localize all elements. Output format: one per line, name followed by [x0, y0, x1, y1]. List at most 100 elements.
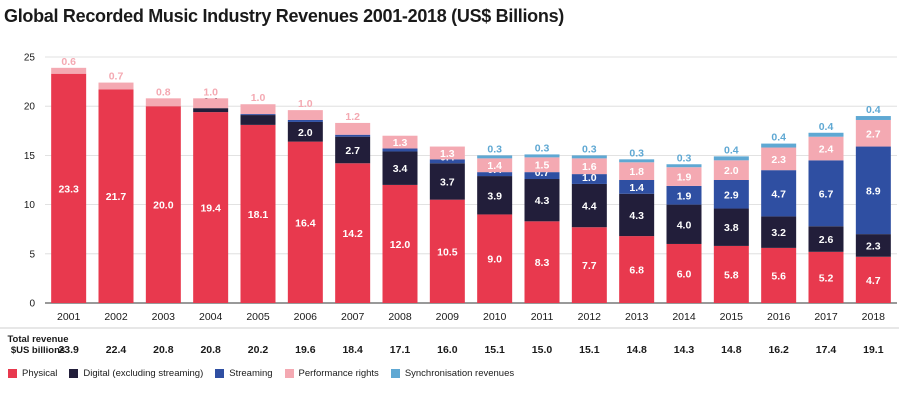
- bar-segment-synchronisation-revenues: [571, 155, 607, 159]
- data-label-digital-excluding-streaming: 4.3: [535, 195, 550, 207]
- data-label-performance-rights: 1.8: [629, 166, 644, 178]
- bar-segment-physical: [51, 73, 87, 303]
- bar-segment-streaming: [287, 119, 323, 122]
- data-label-performance-rights: 0.6: [61, 56, 76, 68]
- legend-label: Digital (excluding streaming): [83, 368, 204, 379]
- data-label-digital-excluding-streaming: 2.6: [819, 234, 834, 246]
- data-label-synchronisation-revenues: 0.3: [582, 143, 597, 155]
- bar-segment-streaming: [808, 160, 844, 227]
- y-tick-label: 20: [24, 102, 36, 113]
- data-label-streaming: 8.9: [866, 185, 881, 197]
- legend-item-synchronisation: Synchronisation revenues: [390, 368, 514, 379]
- data-label-physical: 6.0: [677, 268, 692, 280]
- data-label-performance-rights: 1.2: [345, 111, 360, 123]
- legend: Physical Digital (excluding streaming) S…: [8, 368, 526, 379]
- data-label-synchronisation-revenues: 0.4: [771, 132, 786, 144]
- data-label-physical: 5.8: [724, 269, 739, 281]
- bar-segment-synchronisation-revenues: [808, 132, 844, 137]
- bar-segment-performance-rights: [240, 104, 276, 115]
- total-value: 15.1: [579, 344, 600, 356]
- x-tick-label: 2015: [720, 311, 744, 323]
- data-label-digital-excluding-streaming: 3.8: [724, 222, 739, 234]
- legend-label: Performance rights: [298, 368, 379, 379]
- x-tick-label: 2014: [672, 311, 696, 323]
- x-tick-label: 2018: [862, 311, 886, 323]
- data-label-performance-rights: 1.9: [677, 172, 692, 184]
- x-tick-label: 2011: [531, 311, 554, 323]
- x-tick-label: 2008: [388, 311, 412, 323]
- bar-segment-digital-excluding-streaming: [855, 234, 891, 257]
- data-label-physical: 20.0: [153, 200, 174, 212]
- data-label-performance-rights: 2.7: [866, 128, 881, 140]
- data-label-physical: 5.6: [771, 270, 786, 282]
- bar-segment-digital-excluding-streaming: [429, 163, 465, 200]
- data-label-physical: 5.2: [819, 272, 834, 284]
- bar-segment-digital-excluding-streaming: [571, 183, 607, 228]
- data-label-performance-rights: 1.3: [440, 148, 455, 160]
- total-value: 14.3: [674, 344, 695, 356]
- bar-segment-streaming: [571, 174, 607, 184]
- bar-segment-synchronisation-revenues: [477, 155, 513, 159]
- data-label-digital-excluding-streaming: 4.4: [582, 201, 597, 213]
- bar-segment-physical: [761, 247, 797, 303]
- data-label-physical: 10.5: [437, 246, 458, 258]
- data-label-synchronisation-revenues: 0.3: [487, 143, 502, 155]
- data-label-physical: 21.7: [106, 191, 127, 203]
- data-label-streaming: 6.7: [819, 188, 834, 200]
- totals-heading-line-1: Total revenue: [7, 334, 69, 345]
- legend-label: Streaming: [229, 368, 273, 379]
- bar-segment-synchronisation-revenues: [666, 164, 702, 168]
- totals-heading-line-2: $US billions: [10, 345, 66, 356]
- bar-segment-digital-excluding-streaming: [713, 208, 749, 246]
- x-tick-label: 2012: [578, 311, 602, 323]
- bar-segment-digital-excluding-streaming: [240, 115, 276, 125]
- x-tick-label: 2009: [436, 311, 460, 323]
- bar-segment-performance-rights: [761, 147, 797, 171]
- bar-segment-physical: [98, 89, 134, 303]
- total-value: 14.8: [626, 344, 647, 356]
- total-value: 20.8: [153, 344, 174, 356]
- y-tick-label: 0: [29, 299, 35, 310]
- total-value: 17.4: [816, 344, 837, 356]
- bar-segment-physical: [808, 251, 844, 303]
- legend-item-physical: Physical: [8, 368, 57, 379]
- data-label-synchronisation-revenues: 0.4: [866, 104, 881, 116]
- bar-segment-streaming: [240, 114, 276, 116]
- legend-swatch: [69, 369, 79, 378]
- data-label-digital-excluding-streaming: 3.4: [393, 163, 408, 175]
- data-label-performance-rights: 1.5: [535, 160, 550, 172]
- legend-swatch: [8, 369, 17, 378]
- data-label-synchronisation-revenues: 0.4: [724, 144, 739, 156]
- bar-segment-synchronisation-revenues: [761, 143, 797, 148]
- bar-segment-physical: [145, 106, 181, 303]
- bar-segment-physical: [713, 245, 749, 303]
- gridlines: [45, 56, 897, 304]
- bar-segment-digital-excluding-streaming: [477, 176, 513, 215]
- chart-title: Global Recorded Music Industry Revenues …: [4, 6, 564, 26]
- x-tick-label: 2006: [294, 311, 318, 323]
- bar-segment-digital-excluding-streaming: [193, 108, 229, 113]
- y-tick-label: 5: [29, 249, 35, 260]
- bar-segment-digital-excluding-streaming: [287, 121, 323, 142]
- data-label-digital-excluding-streaming: 2.7: [345, 145, 360, 157]
- data-label-physical: 6.8: [629, 265, 644, 277]
- bar-segment-performance-rights: [335, 122, 371, 135]
- data-label-performance-rights: 1.0: [203, 86, 218, 98]
- data-label-physical: 23.3: [58, 183, 79, 195]
- x-tick-label: 2017: [814, 311, 838, 323]
- data-label-performance-rights: 2.4: [819, 144, 834, 156]
- data-label-digital-excluding-streaming: 3.9: [487, 190, 502, 202]
- totals-heading: Total revenue $US billions: [3, 334, 73, 356]
- data-label-digital-excluding-streaming: 2.0: [298, 127, 313, 139]
- bar-segment-performance-rights: [808, 136, 844, 161]
- bar-segment-digital-excluding-streaming: [808, 226, 844, 252]
- bar-segment-streaming: [713, 180, 749, 209]
- y-tick-label: 15: [24, 151, 36, 162]
- legend-label: Physical: [22, 368, 58, 379]
- bars: 23.3 0.6 21.7 0.7 20.0 0.8 19.4 0.4 1.0 18.1 1.0 0.…: [51, 56, 891, 303]
- data-label-physical: 8.3: [535, 257, 550, 269]
- data-label-physical: 14.2: [342, 228, 363, 240]
- bar-segment-performance-rights: [855, 119, 891, 147]
- legend-swatch: [390, 369, 400, 378]
